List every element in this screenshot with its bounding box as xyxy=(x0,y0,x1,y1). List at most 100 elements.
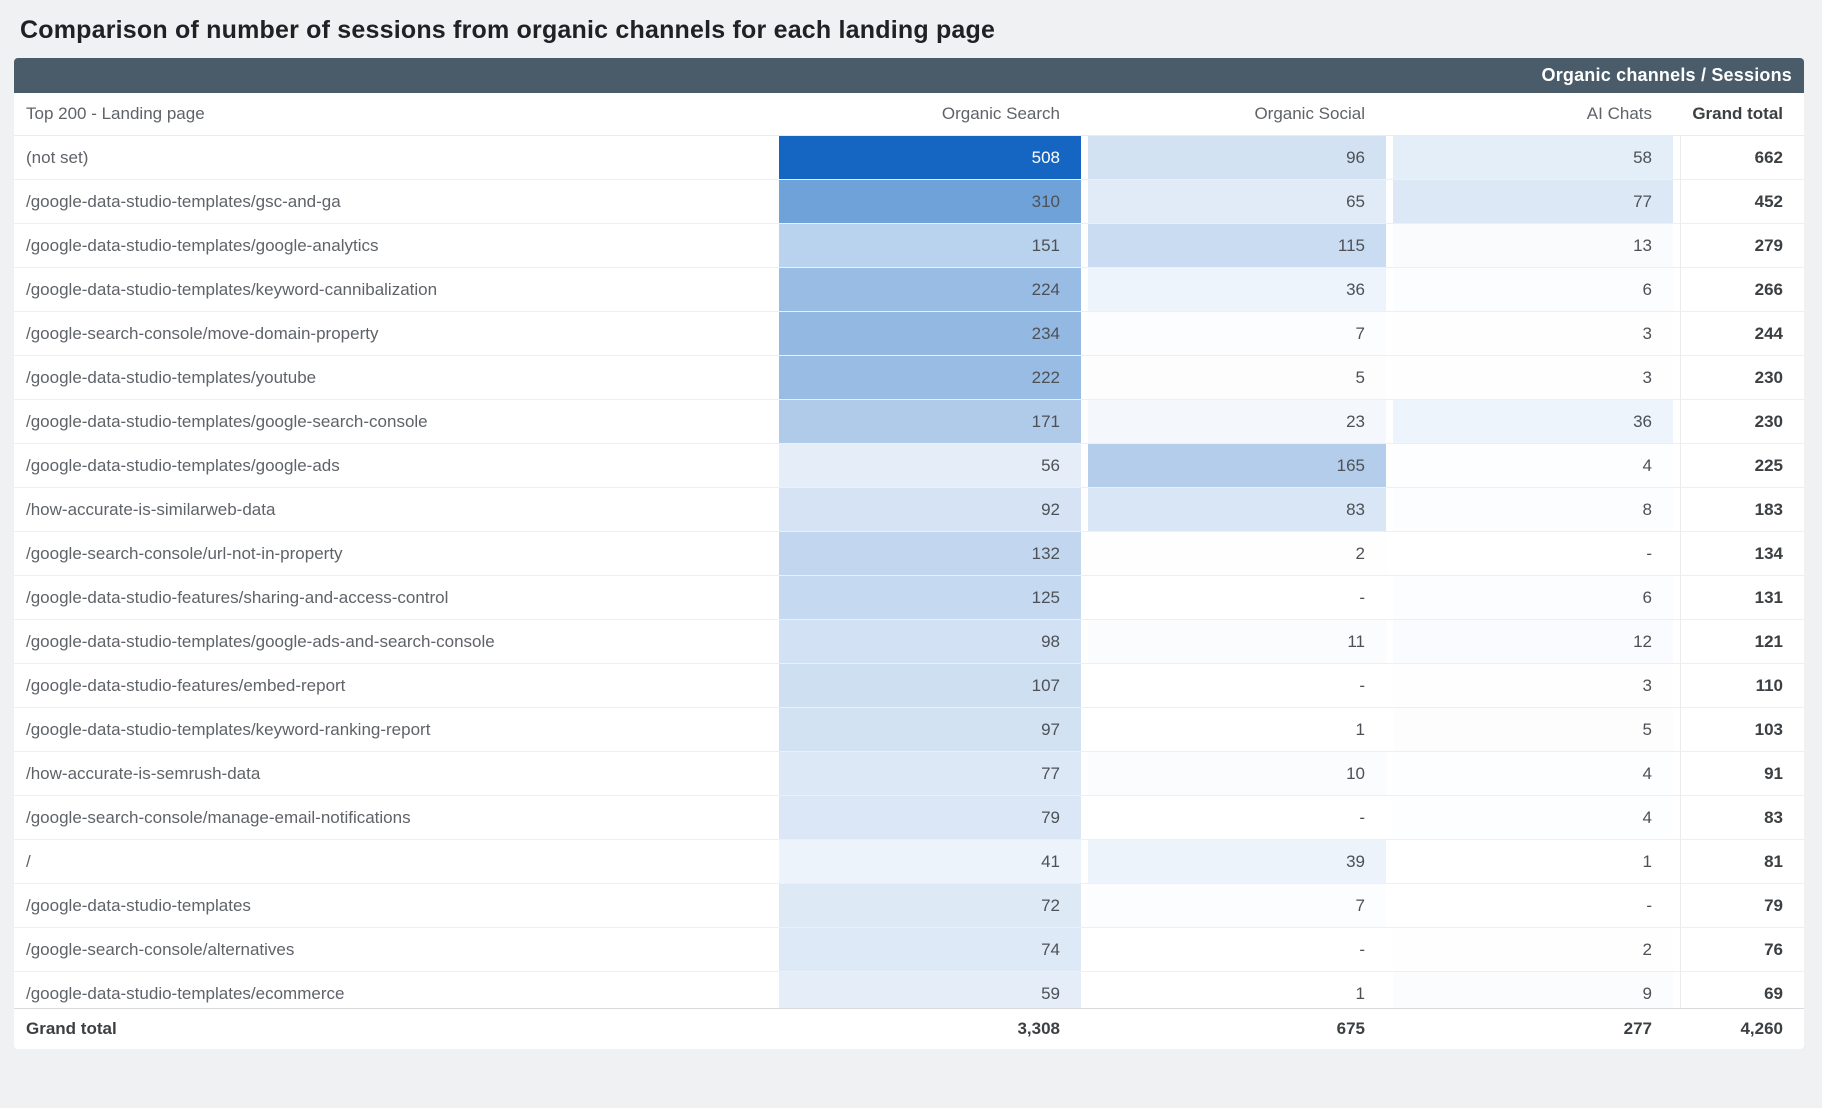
table-row[interactable]: /google-data-studio-features/sharing-and… xyxy=(14,576,1804,620)
heat-cell-organic-search[interactable]: 56 xyxy=(779,444,1081,487)
table-row[interactable]: /google-data-studio-templates/google-sea… xyxy=(14,400,1804,444)
heat-cell-organic-social[interactable]: - xyxy=(1088,576,1386,619)
heat-cell-ai-chats[interactable]: 58 xyxy=(1393,136,1673,179)
heat-cell-organic-search[interactable]: 74 xyxy=(779,928,1081,971)
heat-cell-organic-search[interactable]: 151 xyxy=(779,224,1081,267)
table-row[interactable]: /google-data-studio-templates/youtube 22… xyxy=(14,356,1804,400)
heat-cell-organic-social[interactable]: 7 xyxy=(1088,884,1386,927)
heat-cell-ai-chats[interactable]: 77 xyxy=(1393,180,1673,223)
heat-cell-ai-chats[interactable]: 4 xyxy=(1393,796,1673,839)
heat-cell-ai-chats[interactable]: 1 xyxy=(1393,840,1673,883)
heat-cell-ai-chats[interactable]: 13 xyxy=(1393,224,1673,267)
heat-cell-organic-search[interactable]: 98 xyxy=(779,620,1081,663)
heat-cell-organic-social[interactable]: - xyxy=(1088,664,1386,707)
heat-cell-organic-search[interactable]: 508 xyxy=(779,136,1081,179)
heat-cell-organic-social[interactable]: - xyxy=(1088,796,1386,839)
column-header-grand-total[interactable]: Grand total xyxy=(1692,104,1783,123)
landing-page-cell: /how-accurate-is-similarweb-data xyxy=(26,499,276,519)
table-row[interactable]: /google-search-console/url-not-in-proper… xyxy=(14,532,1804,576)
heat-cell-ai-chats[interactable]: 5 xyxy=(1393,708,1673,751)
heat-cell-organic-social[interactable]: 115 xyxy=(1088,224,1386,267)
landing-page-cell: /google-data-studio-templates/google-sea… xyxy=(26,411,428,431)
column-header-organic-search[interactable]: Organic Search xyxy=(941,104,1060,123)
column-header-landing-page[interactable]: Top 200 - Landing page xyxy=(26,104,205,123)
heat-cell-ai-chats[interactable]: 9 xyxy=(1393,972,1673,1008)
table-row[interactable]: /google-data-studio-templates/google-ana… xyxy=(14,224,1804,268)
column-header-row: Top 200 - Landing page Organic Search Or… xyxy=(14,93,1804,136)
table-row[interactable]: /google-search-console/alternatives 74 -… xyxy=(14,928,1804,972)
heat-cell-organic-search[interactable]: 79 xyxy=(779,796,1081,839)
heat-cell-organic-search[interactable]: 92 xyxy=(779,488,1081,531)
heat-cell-organic-search[interactable]: 77 xyxy=(779,752,1081,795)
heat-cell-ai-chats[interactable]: - xyxy=(1393,884,1673,927)
table-row[interactable]: /google-search-console/manage-email-noti… xyxy=(14,796,1804,840)
table-row[interactable]: /google-data-studio-templates/keyword-ra… xyxy=(14,708,1804,752)
heat-cell-organic-social[interactable]: 10 xyxy=(1088,752,1386,795)
row-total-cell: 131 xyxy=(1680,576,1804,619)
heat-cell-organic-search[interactable]: 234 xyxy=(779,312,1081,355)
heat-cell-organic-social[interactable]: 165 xyxy=(1088,444,1386,487)
heat-cell-organic-social[interactable]: 96 xyxy=(1088,136,1386,179)
heat-cell-organic-social[interactable]: 5 xyxy=(1088,356,1386,399)
table-row[interactable]: /google-search-console/move-domain-prope… xyxy=(14,312,1804,356)
landing-page-cell: /google-data-studio-templates/google-ads… xyxy=(26,631,495,651)
landing-page-cell: /google-data-studio-templates/google-ana… xyxy=(26,235,379,255)
landing-page-cell: /google-search-console/alternatives xyxy=(26,939,295,959)
heat-cell-ai-chats[interactable]: 3 xyxy=(1393,664,1673,707)
heat-cell-organic-search[interactable]: 97 xyxy=(779,708,1081,751)
heat-cell-organic-social[interactable]: 39 xyxy=(1088,840,1386,883)
heat-cell-ai-chats[interactable]: 6 xyxy=(1393,268,1673,311)
row-total-cell: 662 xyxy=(1680,136,1804,179)
heat-cell-organic-social[interactable]: 2 xyxy=(1088,532,1386,575)
heat-cell-organic-social[interactable]: 1 xyxy=(1088,972,1386,1008)
heat-cell-organic-search[interactable]: 132 xyxy=(779,532,1081,575)
landing-page-cell: /google-data-studio-templates/keyword-ca… xyxy=(26,279,438,299)
table-row[interactable]: (not set) 508 96 58 662 xyxy=(14,136,1804,180)
table-row[interactable]: /how-accurate-is-similarweb-data 92 83 8… xyxy=(14,488,1804,532)
heat-cell-organic-social[interactable]: 11 xyxy=(1088,620,1386,663)
heat-cell-ai-chats[interactable]: 3 xyxy=(1393,356,1673,399)
heat-cell-organic-social[interactable]: 23 xyxy=(1088,400,1386,443)
column-header-ai-chats[interactable]: AI Chats xyxy=(1586,104,1652,123)
heat-cell-organic-search[interactable]: 224 xyxy=(779,268,1081,311)
heat-cell-organic-search[interactable]: 125 xyxy=(779,576,1081,619)
chart-title: Comparison of number of sessions from or… xyxy=(20,16,996,44)
heat-cell-organic-social[interactable]: 1 xyxy=(1088,708,1386,751)
heat-cell-organic-social[interactable]: 65 xyxy=(1088,180,1386,223)
heat-cell-organic-search[interactable]: 41 xyxy=(779,840,1081,883)
heat-cell-ai-chats[interactable]: - xyxy=(1393,532,1673,575)
table-row[interactable]: /google-data-studio-templates/ecommerce … xyxy=(14,972,1804,1008)
heat-cell-organic-social[interactable]: 83 xyxy=(1088,488,1386,531)
heat-cell-organic-search[interactable]: 222 xyxy=(779,356,1081,399)
heat-cell-ai-chats[interactable]: 6 xyxy=(1393,576,1673,619)
table-row[interactable]: /google-data-studio-templates/keyword-ca… xyxy=(14,268,1804,312)
heat-cell-ai-chats[interactable]: 36 xyxy=(1393,400,1673,443)
heat-cell-organic-search[interactable]: 310 xyxy=(779,180,1081,223)
table-row[interactable]: /google-data-studio-templates/google-ads… xyxy=(14,444,1804,488)
table-row[interactable]: /google-data-studio-templates/google-ads… xyxy=(14,620,1804,664)
row-total-cell: 244 xyxy=(1680,312,1804,355)
heat-cell-ai-chats[interactable]: 4 xyxy=(1393,444,1673,487)
table-row[interactable]: /google-data-studio-templates/gsc-and-ga… xyxy=(14,180,1804,224)
heat-cell-organic-search[interactable]: 72 xyxy=(779,884,1081,927)
heat-cell-organic-social[interactable]: - xyxy=(1088,928,1386,971)
heat-cell-ai-chats[interactable]: 3 xyxy=(1393,312,1673,355)
table-row[interactable]: / 41 39 1 81 xyxy=(14,840,1804,884)
heat-cell-organic-search[interactable]: 107 xyxy=(779,664,1081,707)
table-row[interactable]: /google-data-studio-features/embed-repor… xyxy=(14,664,1804,708)
heat-cell-organic-social[interactable]: 36 xyxy=(1088,268,1386,311)
heat-cell-organic-search[interactable]: 171 xyxy=(779,400,1081,443)
heat-cell-organic-search[interactable]: 59 xyxy=(779,972,1081,1008)
table-row[interactable]: /how-accurate-is-semrush-data 77 10 4 91 xyxy=(14,752,1804,796)
row-total-cell: 103 xyxy=(1680,708,1804,751)
column-header-organic-social[interactable]: Organic Social xyxy=(1254,104,1365,123)
heat-cell-ai-chats[interactable]: 12 xyxy=(1393,620,1673,663)
table-body: (not set) 508 96 58 662 /google-data-stu… xyxy=(14,136,1804,1008)
row-total-cell: 69 xyxy=(1680,972,1804,1008)
heat-cell-ai-chats[interactable]: 2 xyxy=(1393,928,1673,971)
row-total-cell: 83 xyxy=(1680,796,1804,839)
heat-cell-organic-social[interactable]: 7 xyxy=(1088,312,1386,355)
heat-cell-ai-chats[interactable]: 8 xyxy=(1393,488,1673,531)
table-row[interactable]: /google-data-studio-templates 72 7 - 79 xyxy=(14,884,1804,928)
heat-cell-ai-chats[interactable]: 4 xyxy=(1393,752,1673,795)
